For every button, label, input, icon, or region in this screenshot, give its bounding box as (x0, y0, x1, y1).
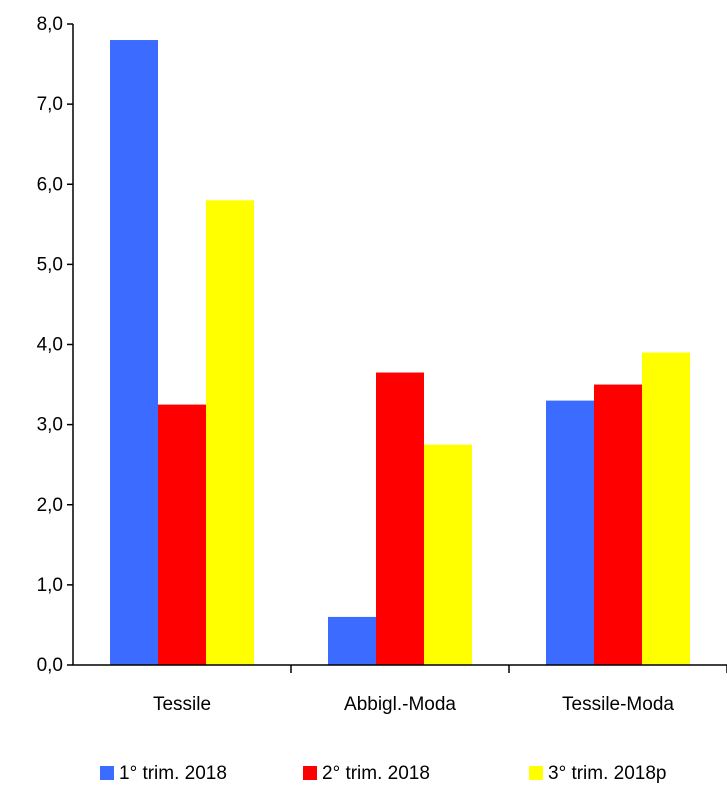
bar (110, 40, 158, 665)
bar (642, 352, 690, 665)
bar (546, 400, 594, 665)
bar (158, 404, 206, 665)
legend-label: 2° trim. 2018 (322, 763, 430, 784)
x-axis-ticks: Tessile Abbigl.-Moda Tessile-Moda (153, 665, 727, 715)
bar (424, 444, 472, 665)
bar (594, 384, 642, 665)
legend-label: 1° trim. 2018 (119, 763, 227, 784)
y-tick-label: 8,0 (37, 14, 63, 35)
x-category-label: Abbigl.-Moda (344, 694, 456, 715)
y-tick-label: 7,0 (37, 94, 63, 115)
bar (206, 200, 254, 665)
legend-swatch (100, 766, 114, 780)
y-tick-label: 0,0 (37, 655, 63, 676)
bars-layer (110, 40, 690, 665)
y-axis-ticks: 0,0 1,0 2,0 3,0 4,0 5,0 6,0 7,0 8,0 (37, 14, 73, 676)
x-category-label: Tessile-Moda (562, 694, 674, 715)
bar (376, 372, 424, 665)
y-tick-label: 6,0 (37, 174, 63, 195)
bar (328, 616, 376, 665)
x-category-label: Tessile (153, 694, 211, 715)
y-tick-label: 1,0 (37, 575, 63, 596)
legend-label: 3° trim. 2018p (548, 763, 667, 784)
legend: 1° trim. 2018 2° trim. 2018 3° trim. 2018p (100, 763, 667, 784)
y-tick-label: 2,0 (37, 495, 63, 516)
y-tick-label: 4,0 (37, 335, 63, 356)
legend-swatch (303, 766, 317, 780)
y-tick-label: 3,0 (37, 415, 63, 436)
legend-swatch (529, 766, 543, 780)
y-tick-label: 5,0 (37, 254, 63, 275)
